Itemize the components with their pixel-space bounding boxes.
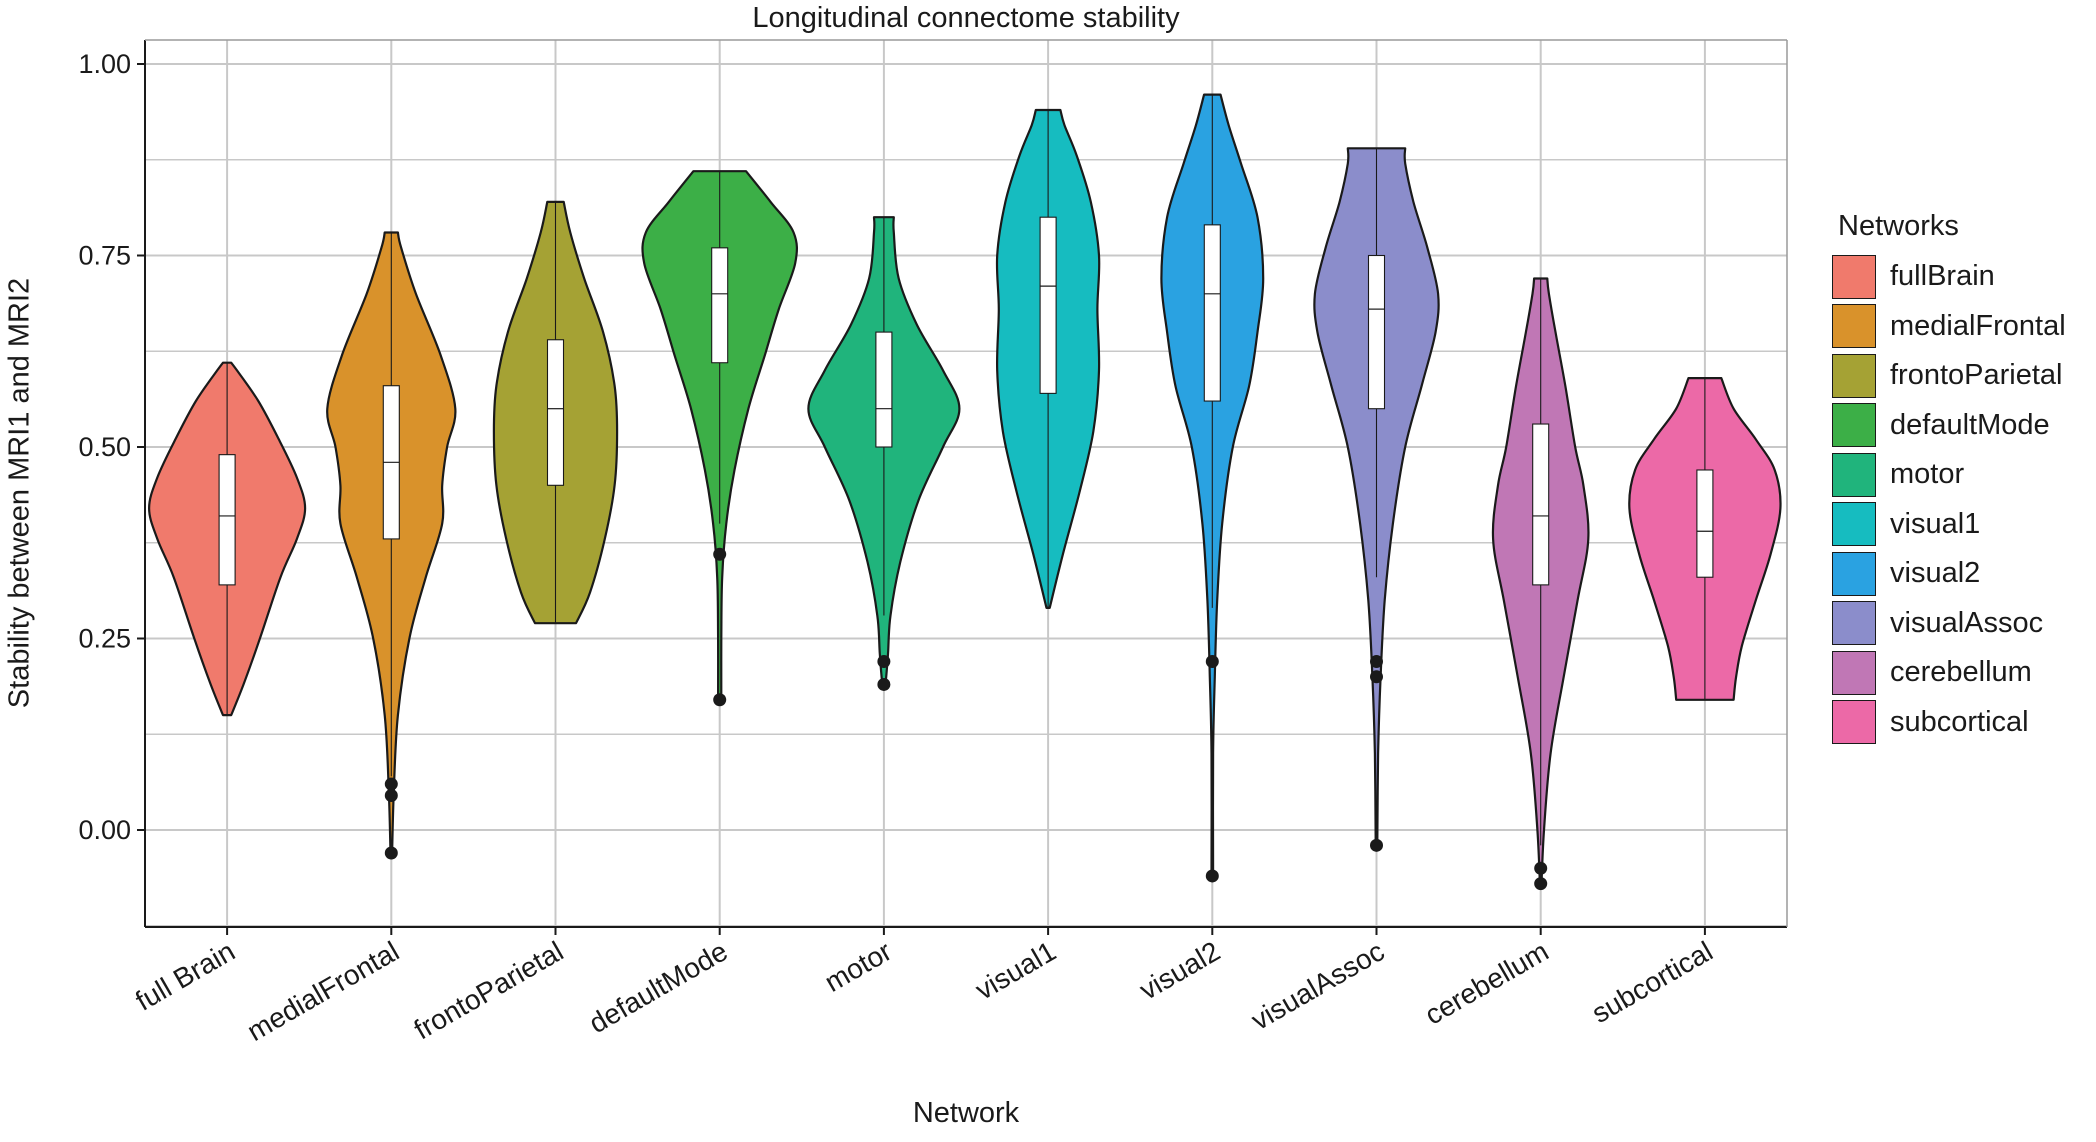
outlier-medialFrontal: [384, 846, 398, 860]
legend-title: Networks: [1838, 210, 1959, 242]
x-tick-label: visual1: [970, 935, 1061, 1005]
violins: [148, 93, 1782, 891]
box-fullBrain: [218, 454, 236, 586]
legend-item-subcortical: subcortical: [1832, 698, 2066, 748]
legend-label: visualAssoc: [1890, 606, 2044, 639]
y-tick-label: 1.00: [78, 49, 131, 79]
x-tick-label: cerebellum: [1420, 935, 1554, 1030]
outlier-visual2: [1205, 869, 1219, 883]
legend-key: [1832, 700, 1876, 745]
legend-label: frontoParietal: [1890, 359, 2063, 392]
legend-item-visual2: visual2: [1832, 549, 2066, 599]
outlier-visualAssoc: [1370, 670, 1383, 684]
legend-label: cerebellum: [1890, 656, 2032, 689]
violin-group-fullBrain: [148, 361, 307, 717]
box-subcortical: [1696, 469, 1714, 578]
x-tick-label: motor: [819, 935, 896, 998]
legend-item-frontoParietal: frontoParietal: [1832, 351, 2066, 401]
violin-group-defaultMode: [641, 170, 798, 707]
legend-key: [1832, 650, 1876, 695]
legend-item-visual1: visual1: [1832, 500, 2066, 550]
violin-group-visualAssoc: [1313, 147, 1440, 852]
legend-label: medialFrontal: [1890, 309, 2066, 342]
legend-item-motor: motor: [1832, 450, 2066, 500]
legend-key: [1832, 254, 1876, 299]
outlier-defaultMode: [713, 547, 727, 561]
outlier-motor: [877, 654, 891, 668]
outlier-visual2: [1205, 654, 1219, 668]
legend-item-medialFrontal: medialFrontal: [1832, 302, 2066, 352]
legend: Networks fullBrain medialFrontal frontoPar…: [1832, 210, 2066, 747]
legend-key: [1832, 502, 1876, 547]
outlier-visualAssoc: [1370, 838, 1383, 852]
y-tick-label: 0.25: [78, 624, 131, 654]
outlier-cerebellum: [1534, 861, 1548, 875]
y-tick-label: 0.50: [78, 432, 131, 462]
legend-key: [1832, 551, 1876, 596]
box-visual2: [1203, 224, 1221, 402]
legend-label: motor: [1890, 458, 1965, 491]
chart-title: Longitudinal connectome stability: [752, 2, 1180, 34]
legend-key: [1832, 403, 1876, 448]
x-tick-label: visualAssoc: [1246, 935, 1390, 1036]
violin-group-frontoParietal: [492, 200, 619, 625]
box-frontoParietal: [546, 339, 565, 486]
violin-group-motor: [807, 216, 961, 691]
outlier-motor: [877, 677, 891, 691]
legend-item-defaultMode: defaultMode: [1832, 401, 2066, 451]
plot-area: 0.00 0.25 0.50 0.75 1.00 full Brain medialFron…: [78, 39, 1788, 1047]
outlier-cerebellum: [1534, 877, 1548, 891]
outlier-defaultMode: [713, 693, 727, 707]
violin-group-medialFrontal: [326, 231, 457, 860]
legend-label: defaultMode: [1890, 408, 2050, 441]
legend-label: fullBrain: [1890, 260, 1995, 293]
violin-group-cerebellum: [1491, 277, 1590, 891]
legend-item-visualAssoc: visualAssoc: [1832, 599, 2066, 649]
box-cerebellum: [1532, 423, 1550, 586]
legend-items: fullBrain medialFrontal frontoParietal defa…: [1832, 252, 2066, 747]
legend-item-cerebellum: cerebellum: [1832, 648, 2066, 698]
x-tick-label: frontoParietal: [409, 935, 569, 1045]
outlier-medialFrontal: [384, 777, 398, 791]
x-tick-label: visual2: [1134, 935, 1225, 1005]
legend-key: [1832, 353, 1876, 398]
y-tick-label: 0.75: [78, 241, 131, 271]
legend-label: visual2: [1890, 557, 1981, 590]
legend-key: [1832, 601, 1876, 646]
outlier-visualAssoc: [1370, 654, 1383, 668]
box-motor: [875, 331, 893, 448]
box-visualAssoc: [1367, 254, 1386, 410]
box-defaultMode: [711, 247, 729, 364]
legend-item-fullBrain: fullBrain: [1832, 252, 2066, 302]
x-tick-label: defaultMode: [584, 935, 733, 1039]
legend-key: [1832, 304, 1876, 349]
box-visual1: [1039, 216, 1057, 394]
legend-key: [1832, 452, 1876, 497]
x-tick-label: subcortical: [1586, 935, 1717, 1029]
legend-label: subcortical: [1890, 705, 2029, 738]
outlier-medialFrontal: [384, 789, 398, 803]
violin-group-visual1: [995, 108, 1101, 609]
x-axis-label: Network: [912, 1097, 1020, 1129]
legend-label: visual1: [1890, 507, 1981, 540]
x-tick-label: full Brain: [130, 935, 240, 1016]
violin-group-visual2: [1160, 93, 1265, 883]
x-tick-label: medialFrontal: [242, 935, 404, 1047]
violin-group-subcortical: [1628, 377, 1782, 701]
y-tick-label: 0.00: [78, 815, 131, 845]
